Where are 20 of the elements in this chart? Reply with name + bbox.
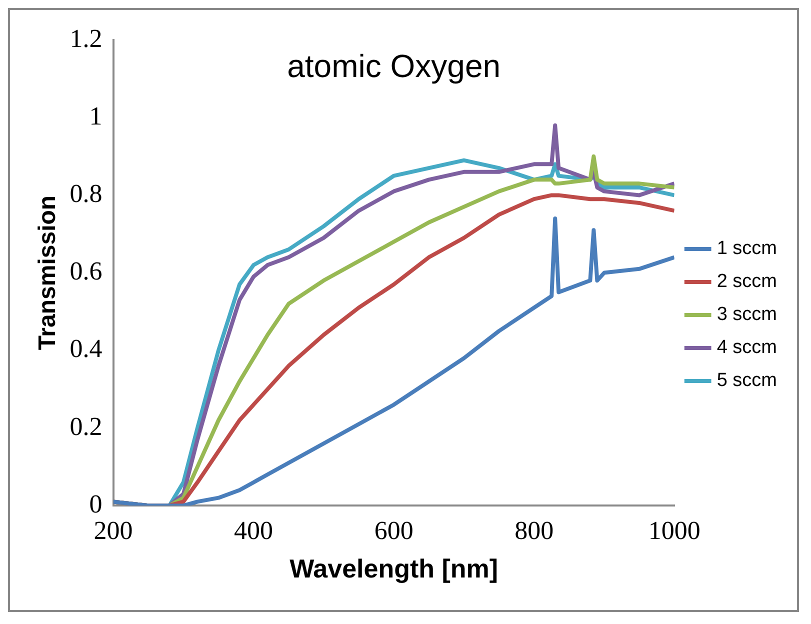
x-axis-title: Wavelength [nm] (290, 554, 498, 584)
y-tick-label: 1 (89, 101, 102, 130)
x-tick-label: 800 (514, 516, 554, 546)
y-tick-label: 0.8 (70, 179, 102, 208)
y-axis-title: Transmission (34, 195, 62, 350)
y-tick-label: 0.4 (70, 334, 102, 364)
x-tick-label: 400 (234, 516, 274, 546)
chart-title: atomic Oxygen (287, 48, 501, 84)
y-tick-label: 1.2 (70, 24, 102, 53)
y-tick-label: 0.6 (70, 256, 102, 286)
legend-label: 1 sccm (716, 238, 778, 260)
x-tick-label: 1000 (648, 516, 700, 546)
x-tick-label: 600 (374, 516, 414, 546)
y-tick-label: 0 (89, 489, 102, 518)
legend-label: 2 sccm (716, 271, 778, 292)
legend-label: 3 sccm (716, 304, 778, 326)
legend-label: 5 sccm (716, 370, 778, 392)
legend-label: 4 sccm (716, 337, 778, 358)
x-tick-label: 200 (94, 516, 133, 546)
y-tick-label: 0.2 (70, 412, 102, 441)
